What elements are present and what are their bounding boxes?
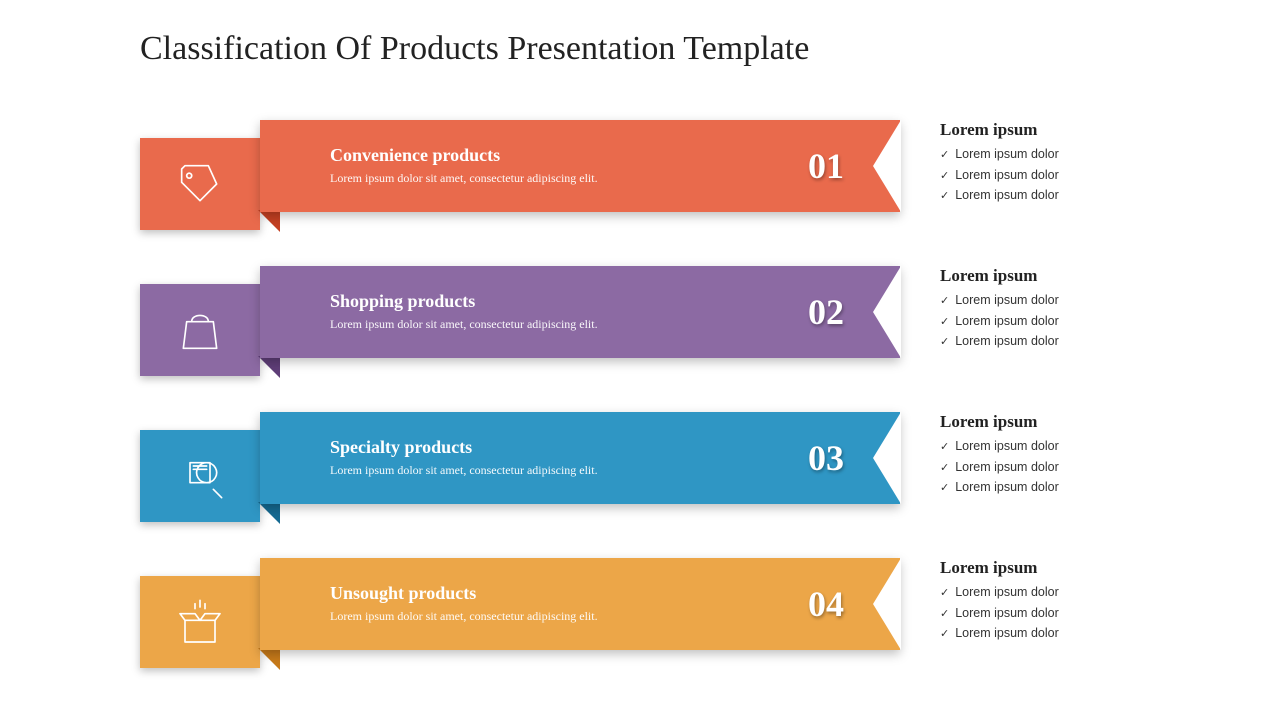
page-title: Classification Of Products Presentation …	[0, 0, 1280, 68]
ribbon-text: Shopping products Lorem ipsum dolor sit …	[260, 291, 808, 332]
ribbon-heading: Convenience products	[330, 145, 808, 166]
search-box-icon-box	[140, 430, 260, 522]
side-list-4: Lorem ipsumLorem ipsum dolorLorem ipsum …	[940, 558, 1160, 644]
side-item: Lorem ipsum dolor	[940, 623, 1160, 644]
side-ul: Lorem ipsum dolorLorem ipsum dolorLorem …	[940, 582, 1160, 644]
side-item: Lorem ipsum dolor	[940, 185, 1160, 206]
ribbon-number: 01	[808, 145, 900, 187]
bag-icon	[175, 305, 225, 355]
open-box-icon	[175, 597, 225, 647]
bag-icon-box	[140, 284, 260, 376]
side-item: Lorem ipsum dolor	[940, 290, 1160, 311]
ribbon-number: 03	[808, 437, 900, 479]
search-box-icon	[175, 451, 225, 501]
ribbon-description: Lorem ipsum dolor sit amet, consectetur …	[330, 462, 690, 478]
side-list-2: Lorem ipsumLorem ipsum dolorLorem ipsum …	[940, 266, 1160, 352]
side-list-3: Lorem ipsumLorem ipsum dolorLorem ipsum …	[940, 412, 1160, 498]
side-title: Lorem ipsum	[940, 120, 1160, 140]
ribbon-number: 04	[808, 583, 900, 625]
ribbon-text: Unsought products Lorem ipsum dolor sit …	[260, 583, 808, 624]
ribbon-description: Lorem ipsum dolor sit amet, consectetur …	[330, 608, 690, 624]
ribbon-fold	[258, 210, 280, 232]
side-item: Lorem ipsum dolor	[940, 331, 1160, 352]
ribbon-description: Lorem ipsum dolor sit amet, consectetur …	[330, 316, 690, 332]
side-item: Lorem ipsum dolor	[940, 144, 1160, 165]
open-box-icon-box	[140, 576, 260, 668]
side-item: Lorem ipsum dolor	[940, 457, 1160, 478]
ribbon-number: 02	[808, 291, 900, 333]
ribbon-3: Specialty products Lorem ipsum dolor sit…	[260, 412, 900, 504]
ribbon-text: Specialty products Lorem ipsum dolor sit…	[260, 437, 808, 478]
side-list-1: Lorem ipsumLorem ipsum dolorLorem ipsum …	[940, 120, 1160, 206]
ribbon-heading: Unsought products	[330, 583, 808, 604]
ribbon-text: Convenience products Lorem ipsum dolor s…	[260, 145, 808, 186]
side-ul: Lorem ipsum dolorLorem ipsum dolorLorem …	[940, 290, 1160, 352]
row-4: Unsought products Lorem ipsum dolor sit …	[0, 548, 1280, 688]
row-1: Convenience products Lorem ipsum dolor s…	[0, 110, 1280, 250]
tag-icon	[175, 159, 225, 209]
side-title: Lorem ipsum	[940, 412, 1160, 432]
side-item: Lorem ipsum dolor	[940, 582, 1160, 603]
row-3: Specialty products Lorem ipsum dolor sit…	[0, 402, 1280, 542]
ribbon-fold	[258, 356, 280, 378]
ribbon-heading: Specialty products	[330, 437, 808, 458]
side-item: Lorem ipsum dolor	[940, 311, 1160, 332]
side-item: Lorem ipsum dolor	[940, 436, 1160, 457]
side-ul: Lorem ipsum dolorLorem ipsum dolorLorem …	[940, 144, 1160, 206]
tag-icon-box	[140, 138, 260, 230]
ribbon-fold	[258, 648, 280, 670]
ribbon-fold	[258, 502, 280, 524]
side-item: Lorem ipsum dolor	[940, 165, 1160, 186]
row-2: Shopping products Lorem ipsum dolor sit …	[0, 256, 1280, 396]
side-title: Lorem ipsum	[940, 266, 1160, 286]
rows-container: Convenience products Lorem ipsum dolor s…	[0, 110, 1280, 694]
ribbon-4: Unsought products Lorem ipsum dolor sit …	[260, 558, 900, 650]
ribbon-1: Convenience products Lorem ipsum dolor s…	[260, 120, 900, 212]
ribbon-description: Lorem ipsum dolor sit amet, consectetur …	[330, 170, 690, 186]
ribbon-2: Shopping products Lorem ipsum dolor sit …	[260, 266, 900, 358]
ribbon-heading: Shopping products	[330, 291, 808, 312]
side-item: Lorem ipsum dolor	[940, 603, 1160, 624]
side-ul: Lorem ipsum dolorLorem ipsum dolorLorem …	[940, 436, 1160, 498]
side-title: Lorem ipsum	[940, 558, 1160, 578]
side-item: Lorem ipsum dolor	[940, 477, 1160, 498]
